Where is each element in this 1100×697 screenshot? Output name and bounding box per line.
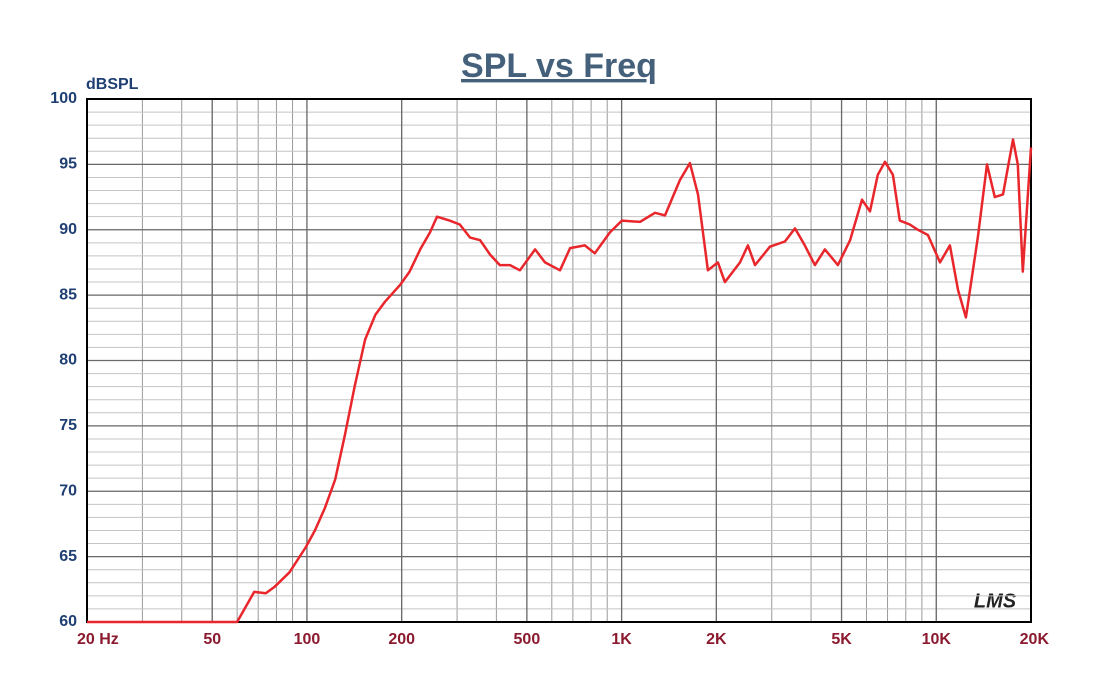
x-tick-label: 1K [611,631,632,648]
y-tick-label: 95 [59,156,77,173]
spl-curve [87,138,1033,624]
y-tick-label: 65 [59,548,77,565]
x-tick-label: 50 [203,631,221,648]
x-tick-label: 2K [706,631,727,648]
y-tick-label: 75 [59,417,77,434]
x-tick-label: 20K [1020,631,1050,648]
y-tick-label: 70 [59,482,77,499]
x-tick-label: 5K [831,631,852,648]
y-tick-label: 60 [59,613,77,630]
plot-border [86,98,1032,623]
x-tick-label: 200 [388,631,415,648]
x-tick-label: 20 Hz [77,631,119,648]
x-tick-label: 10K [922,631,952,648]
y-tick-label: 100 [50,90,77,107]
y-axis-label: dBSPL [86,76,139,93]
x-tick-label: 500 [514,631,541,648]
y-tick-label: 85 [59,286,77,303]
y-tick-label: 80 [59,352,77,369]
y-tick-label: 90 [59,221,77,238]
x-tick-label: 100 [294,631,321,648]
chart-title: SPL vs Freq [461,47,657,85]
